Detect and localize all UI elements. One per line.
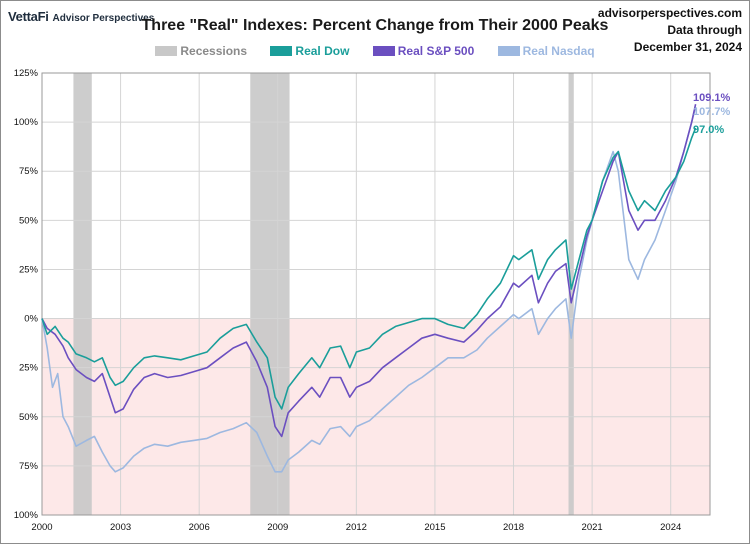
y-tick-label: 50% [19,215,39,226]
y-tick-label: 100% [14,510,39,521]
x-tick-label: 2000 [31,522,52,533]
x-tick-label: 2024 [660,522,681,533]
source-data-through: Data through [667,23,742,37]
legend-label-recessions: Recessions [180,43,248,58]
x-tick-label: 2003 [110,522,131,533]
y-tick-label: 75% [19,166,39,177]
series-line [41,127,697,410]
brand-subtitle: Advisor Perspectives [52,13,155,24]
legend-label-real-sp500: Real S&P 500 [397,43,475,58]
series-line [41,104,697,438]
legend-swatch-real-sp500 [372,45,395,56]
chart-title: Three "Real" Indexes: Percent Change fro… [141,17,609,34]
legend-item-real-sp500: Real S&P 500 [372,43,475,58]
source-date: December 31, 2024 [633,40,742,54]
y-tick-label: 125% [14,68,39,79]
x-tick-label: 2009 [267,522,288,533]
legend: Recessions Real Dow Real S&P 500 Real Na… [0,43,750,58]
y-tick-label: 0% [24,314,38,325]
x-tick-label: 2015 [424,522,445,533]
y-tick-label: 100% [14,117,39,128]
recession-band [73,73,92,515]
recession-band [568,73,574,515]
brand-logo: VettaFi Advisor Perspectives [8,8,154,26]
series-end-label: 107.7% [693,106,731,118]
source-site: advisorperspectives.com [597,6,742,20]
source-note: advisorperspectives.com Data through Dec… [598,5,742,56]
x-tick-label: 2018 [503,522,524,533]
brand-name: VettaFi [8,9,49,24]
legend-swatch-real-dow [270,45,293,56]
x-tick-label: 2006 [189,522,210,533]
x-tick-label: 2021 [582,522,603,533]
series-end-label: 109.1% [693,92,731,104]
legend-item-real-nasdaq: Real Nasdaq [497,43,595,58]
y-tick-label: 25% [19,264,39,275]
y-tick-label: 50% [19,412,39,423]
legend-label-real-nasdaq: Real Nasdaq [522,43,595,58]
legend-label-real-dow: Real Dow [295,43,350,58]
series-end-label: 97.0% [693,124,724,136]
legend-item-real-dow: Real Dow [270,44,349,58]
plot-border [41,72,711,516]
legend-swatch-real-nasdaq [497,45,520,56]
legend-item-recessions: Recessions [155,44,247,58]
y-tick-label: 25% [19,363,39,374]
y-tick-label: 75% [19,461,39,472]
legend-swatch-recessions [155,45,178,56]
x-tick-label: 2012 [346,522,367,533]
recession-band [250,73,290,515]
